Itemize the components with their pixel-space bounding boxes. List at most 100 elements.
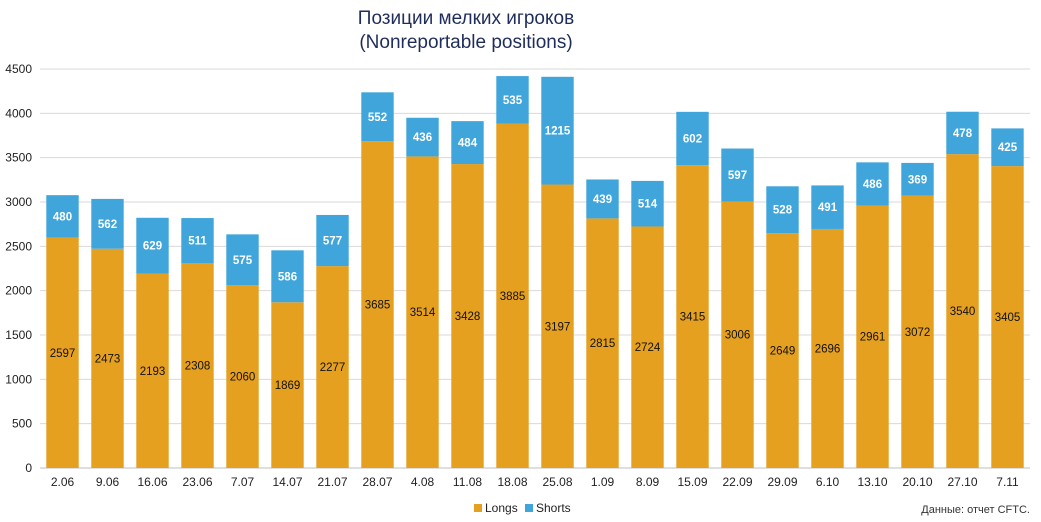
data-label-longs: 3072 (905, 327, 931, 339)
legend-label-shorts: Shorts (536, 501, 571, 515)
x-tick-label: 25.08 (542, 475, 572, 489)
data-label-shorts: 528 (773, 205, 793, 217)
data-label-shorts: 484 (458, 138, 478, 150)
data-label-longs: 1869 (275, 380, 301, 392)
bar-longs (406, 156, 439, 468)
data-label-shorts: 577 (323, 236, 342, 248)
bar-shorts (676, 111, 709, 166)
data-label-longs: 2724 (635, 342, 661, 354)
x-tick-label: 9.06 (96, 475, 120, 489)
data-label-longs: 3006 (725, 330, 751, 342)
data-label-longs: 3428 (455, 311, 481, 323)
y-tick-label: 1500 (5, 328, 32, 342)
legend-label-longs: Longs (485, 501, 518, 515)
y-tick-label: 0 (25, 461, 32, 475)
bar-shorts (586, 179, 619, 219)
data-label-longs: 2277 (320, 362, 346, 374)
bar-longs (676, 165, 709, 468)
x-tick-label: 14.07 (272, 475, 302, 489)
x-tick-label: 23.06 (182, 475, 212, 489)
bar-longs (901, 195, 934, 468)
bar-shorts (856, 162, 889, 206)
bar-shorts (451, 121, 484, 165)
bar-longs (496, 123, 529, 468)
chart-subtitle: (Nonreportable positions) (359, 32, 572, 53)
bar-longs (451, 164, 484, 468)
x-tick-label: 2.06 (51, 475, 75, 489)
bar-shorts (811, 185, 844, 229)
bar-shorts (361, 92, 394, 142)
bar-longs (631, 226, 664, 468)
bar-shorts (901, 162, 934, 196)
bar-longs (991, 166, 1024, 468)
data-label-longs: 3405 (995, 312, 1021, 324)
data-label-longs: 2961 (860, 332, 886, 344)
x-tick-label: 8.09 (636, 475, 660, 489)
bar-longs (586, 218, 619, 468)
bar-longs (721, 201, 754, 468)
x-tick-label: 28.07 (362, 475, 392, 489)
data-label-shorts: 586 (278, 271, 297, 283)
data-label-longs: 2649 (770, 346, 796, 358)
x-tick-label: 20.10 (902, 475, 932, 489)
legend-swatch-shorts (525, 504, 533, 512)
data-label-longs: 2193 (140, 366, 166, 378)
source-note: Данные: отчет CFTC. (921, 504, 1030, 516)
y-tick-label: 2000 (5, 284, 32, 298)
bar-longs (856, 205, 889, 468)
y-tick-label: 500 (12, 417, 32, 431)
bar-longs (136, 273, 169, 468)
y-tick-label: 3500 (5, 151, 32, 165)
bar-shorts (496, 76, 529, 124)
data-label-shorts: 478 (953, 128, 973, 140)
data-label-shorts: 369 (908, 174, 927, 186)
y-axis-ticks: 0 500 1000 1500 2000 2500 3000 3500 4000 4500 (5, 62, 32, 475)
x-tick-label: 21.07 (317, 475, 347, 489)
bar-longs (541, 184, 574, 469)
bar-longs (766, 233, 799, 468)
x-tick-label: 7.11 (996, 475, 1019, 489)
y-tick-label: 2500 (5, 239, 32, 253)
data-label-shorts: 629 (143, 241, 162, 253)
legend: Longs Shorts (474, 501, 571, 515)
x-tick-label: 13.10 (857, 475, 887, 489)
data-label-shorts: 511 (188, 236, 207, 248)
data-label-longs: 3415 (680, 312, 706, 324)
x-tick-label: 4.08 (411, 475, 435, 489)
data-label-longs: 3540 (950, 306, 976, 318)
chart-title: Позиции мелких игроков (358, 8, 574, 29)
bar-shorts (406, 117, 439, 157)
bar-shorts (46, 195, 79, 238)
bar-shorts (631, 180, 664, 227)
x-tick-label: 1.09 (591, 475, 615, 489)
x-axis-ticks: 2.06 9.06 16.06 23.06 7.07 14.07 21.07 28.07 4.0… (51, 475, 1019, 489)
x-tick-label: 11.08 (453, 475, 482, 489)
data-label-longs: 2473 (95, 353, 121, 365)
bar-shorts (271, 250, 304, 303)
bar-longs (361, 141, 394, 468)
data-label-shorts: 480 (53, 211, 72, 223)
bar-shorts (226, 234, 259, 286)
data-label-shorts: 486 (863, 179, 882, 191)
data-label-longs: 2308 (185, 361, 211, 373)
x-tick-label: 6.10 (816, 475, 840, 489)
data-label-shorts: 552 (368, 112, 387, 124)
data-label-shorts: 491 (818, 202, 838, 214)
x-tick-label: 18.08 (497, 475, 527, 489)
x-tick-label: 7.07 (231, 475, 255, 489)
bar-shorts (136, 217, 169, 274)
data-label-longs: 3885 (500, 291, 526, 303)
y-tick-label: 4000 (5, 106, 32, 120)
data-label-shorts: 436 (413, 132, 432, 144)
bar-longs (811, 228, 844, 468)
bar-shorts (991, 128, 1024, 167)
data-label-shorts: 575 (233, 255, 253, 267)
bar-shorts (766, 186, 799, 234)
bar-longs (46, 237, 79, 468)
data-label-shorts: 602 (683, 134, 702, 146)
data-label-longs: 2696 (815, 343, 841, 355)
bar-shorts (91, 198, 124, 249)
bar-longs (271, 302, 304, 468)
bar-longs (181, 263, 214, 468)
